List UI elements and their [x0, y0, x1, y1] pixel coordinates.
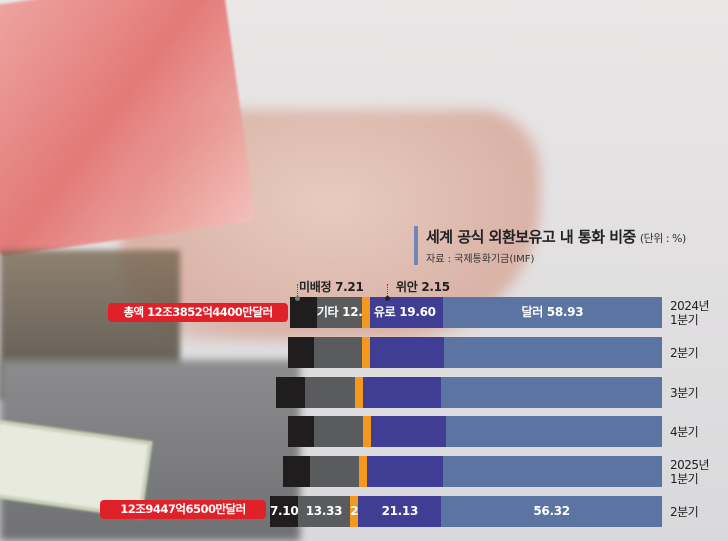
category-label-line: 1분기	[670, 472, 699, 486]
bar-segment-dollar	[445, 416, 662, 447]
bar-segment-others	[313, 416, 364, 447]
chart-header: 세계 공식 외환보유고 내 통화 비중 (단위 : %) 자료 : 국제통화기금(…	[414, 226, 686, 265]
bar-row	[288, 416, 662, 447]
bar-segment-unallocated: 7.10	[270, 496, 299, 527]
bar-row	[276, 377, 662, 408]
title-text: 세계 공식 외환보유고 내 통화 비중	[426, 228, 636, 246]
yuan-leader	[387, 284, 388, 298]
bar-segment-dollar	[440, 377, 662, 408]
category-label-line: 1분기	[670, 313, 699, 327]
total-last-badge: 12조9447억6500만달러	[100, 500, 266, 519]
bar-segment-yuan	[355, 377, 364, 408]
category-label: 4분기	[670, 425, 699, 439]
bar-segment-others	[309, 456, 360, 487]
bar-segment-dollar	[444, 337, 662, 368]
bar-row	[288, 337, 662, 368]
category-label: 2분기	[670, 346, 699, 360]
bar-segment-yuan: 2.12	[350, 496, 379, 527]
bar-segment-unallocated	[283, 456, 310, 487]
bar-segment-dollar	[443, 456, 662, 487]
bar-segment-unallocated	[290, 297, 317, 328]
bar-segment-yuan	[359, 456, 368, 487]
category-label-line: 2분기	[670, 505, 699, 519]
bar-segment-dollar: 달러 58.93	[442, 297, 662, 328]
bar-segment-others: 13.33	[297, 496, 351, 527]
yuan-annotation: 위안 2.15	[396, 280, 450, 294]
bar-segment-others	[304, 377, 356, 408]
bar-segment-euro	[363, 377, 441, 408]
bar-row	[283, 456, 662, 487]
chart-title: 세계 공식 외환보유고 내 통화 비중 (단위 : %)	[426, 226, 686, 247]
bar-segment-others	[314, 337, 363, 368]
bar-segment-yuan	[362, 337, 371, 368]
category-label-line: 2025년	[670, 458, 710, 472]
unallocated-leader	[297, 284, 298, 298]
source-label: 자료 : 국제통화기금(IMF)	[426, 254, 535, 265]
banknotes-image	[0, 0, 257, 257]
bar-segment-dollar: 56.32	[441, 496, 662, 527]
bar-segment-euro: 유로 19.60	[369, 297, 443, 328]
bar-segment-unallocated	[288, 416, 314, 447]
category-label-line: 2분기	[670, 346, 699, 360]
category-label: 2분기	[670, 505, 699, 519]
bar-segment-euro	[367, 456, 444, 487]
unallocated-leader-dot	[295, 296, 300, 301]
bar-segment-euro: 21.13	[358, 496, 442, 527]
bar-segment-euro	[371, 416, 446, 447]
category-label-line: 2024년	[670, 299, 710, 313]
category-label: 2024년 1분기	[670, 299, 710, 327]
total-first-badge: 총액 12조3852억4400만달러	[108, 303, 288, 322]
unallocated-annotation: 미배정 7.21	[299, 280, 364, 294]
category-label-line: 4분기	[670, 425, 699, 439]
category-label-line: 3분기	[670, 386, 699, 400]
yuan-leader-dot	[385, 296, 390, 301]
unit-label: (단위 : %)	[639, 232, 686, 245]
bar-segment-yuan	[361, 297, 370, 328]
bar-segment-unallocated	[288, 337, 315, 368]
bar-segment-unallocated	[276, 377, 305, 408]
bar-segment-others: 기타 12.11	[316, 297, 379, 328]
category-label: 2025년 1분기	[670, 458, 710, 486]
bar-segment-euro	[370, 337, 445, 368]
category-label: 3분기	[670, 386, 699, 400]
bar-row: 기타 12.11 유로 19.60 달러 58.93	[290, 297, 662, 328]
bar-segment-yuan	[363, 416, 372, 447]
